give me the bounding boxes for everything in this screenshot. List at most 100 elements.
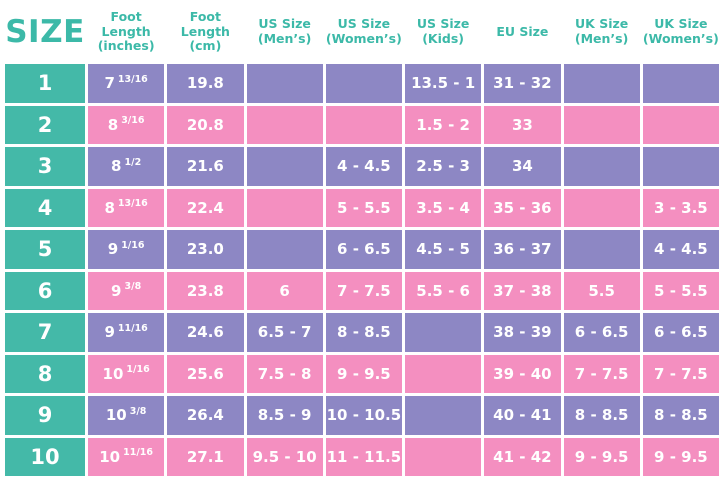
header-line: Foot Length: [180, 8, 230, 39]
us-size-kids-cell: 4.5 - 5: [405, 230, 482, 269]
column-header-eu-size: EU Size: [484, 24, 560, 40]
uk-size-womens-cell: 5 - 5.5: [642, 271, 719, 310]
us-size-womens-cell: 5 - 5.5: [325, 188, 402, 227]
us-size-kids-cell: [405, 354, 482, 393]
foot-length-inches-cell: 10 11/16: [88, 437, 165, 476]
inches-fraction: 1/16: [126, 364, 150, 376]
eu-size-cell: 39 - 40: [484, 354, 561, 393]
foot-length-cm-cell: 19.8: [167, 64, 244, 103]
header-line: (Women’s): [325, 31, 402, 46]
header-line: US Size: [258, 16, 311, 32]
column-header-us-size-kids: US Size (Kids): [405, 16, 481, 47]
foot-length-inches-cell: 7 13/16: [88, 64, 165, 103]
uk-size-womens-cell: 9 - 9.5: [642, 437, 719, 476]
us-size-womens-cell: 11 - 11.5: [325, 437, 402, 476]
foot-length-cm-cell: 22.4: [167, 188, 244, 227]
us-size-kids-cell: 2.5 - 3: [405, 147, 482, 186]
header-line: (cm): [189, 38, 222, 54]
uk-size-mens-cell: 6 - 6.5: [563, 313, 640, 352]
uk-size-mens-cell: [563, 64, 640, 103]
column-header-uk-size-womens: UK Size (Women’s): [642, 16, 719, 47]
table-row: 4 8 13/16 22.4 5 - 5.5 3.5 - 4 35 - 36 3 …: [5, 188, 719, 227]
table-row: 8 10 1/16 25.6 7.5 - 8 9 - 9.5 39 - 40 7 …: [5, 354, 719, 393]
header-line: Foot Length: [101, 8, 151, 39]
eu-size-cell: 41 - 42: [484, 437, 561, 476]
us-size-kids-cell: [405, 396, 482, 435]
size-cell: 5: [5, 230, 85, 269]
foot-length-inches-cell: 9 1/16: [88, 230, 165, 269]
us-size-womens-cell: 7 - 7.5: [325, 271, 402, 310]
inches-fraction: 11/16: [117, 322, 148, 334]
foot-length-cm-cell: 20.8: [167, 105, 244, 144]
header-line: (Women’s): [642, 31, 719, 46]
inches-whole: 8: [104, 198, 115, 217]
inches-fraction: 13/16: [117, 73, 148, 85]
inches-fraction: 11/16: [123, 447, 154, 459]
foot-length-inches-cell: 10 1/16: [88, 354, 165, 393]
foot-length-inches-cell: 8 3/16: [88, 105, 165, 144]
size-cell: 9: [5, 396, 85, 435]
uk-size-mens-cell: [563, 188, 640, 227]
us-size-kids-cell: [405, 437, 482, 476]
inches-fraction: 1/2: [124, 156, 142, 168]
inches-whole: 9: [104, 323, 115, 342]
table-row: 9 10 3/8 26.4 8.5 - 9 10 - 10.5 40 - 41 8…: [5, 396, 719, 435]
table-body: 1 7 13/16 19.8 13.5 - 1 31 - 32 2 8 3/16 2…: [5, 64, 719, 476]
foot-length-cm-cell: 27.1: [167, 437, 244, 476]
column-header-us-size-mens: US Size (Men’s): [247, 16, 323, 47]
foot-length-inches-cell: 9 11/16: [88, 313, 165, 352]
eu-size-cell: 34: [484, 147, 561, 186]
uk-size-mens-cell: 5.5: [563, 271, 640, 310]
foot-length-inches-cell: 9 3/8: [88, 271, 165, 310]
eu-size-cell: 33: [484, 105, 561, 144]
us-size-mens-cell: 8.5 - 9: [246, 396, 323, 435]
size-cell: 6: [5, 271, 85, 310]
uk-size-womens-cell: [642, 147, 719, 186]
foot-length-cm-cell: 21.6: [167, 147, 244, 186]
uk-size-womens-cell: 3 - 3.5: [642, 188, 719, 227]
table-row: 5 9 1/16 23.0 6 - 6.5 4.5 - 5 36 - 37 4 -…: [5, 230, 719, 269]
uk-size-mens-cell: [563, 147, 640, 186]
inches-fraction: 13/16: [117, 198, 148, 210]
foot-length-cm-cell: 24.6: [167, 313, 244, 352]
uk-size-womens-cell: [642, 105, 719, 144]
us-size-womens-cell: 6 - 6.5: [325, 230, 402, 269]
column-header-uk-size-mens: UK Size (Men’s): [564, 16, 640, 47]
table-row: 1 7 13/16 19.8 13.5 - 1 31 - 32: [5, 64, 719, 103]
uk-size-womens-cell: 8 - 8.5: [642, 396, 719, 435]
eu-size-cell: 35 - 36: [484, 188, 561, 227]
us-size-womens-cell: 4 - 4.5: [325, 147, 402, 186]
us-size-kids-cell: [405, 313, 482, 352]
us-size-kids-cell: 1.5 - 2: [405, 105, 482, 144]
table-row: 7 9 11/16 24.6 6.5 - 7 8 - 8.5 38 - 39 6 …: [5, 313, 719, 352]
inches-fraction: 3/8: [129, 405, 147, 417]
us-size-mens-cell: 9.5 - 10: [246, 437, 323, 476]
uk-size-mens-cell: [563, 105, 640, 144]
uk-size-mens-cell: 8 - 8.5: [563, 396, 640, 435]
header-line: UK Size: [575, 16, 629, 32]
header-line: UK Size: [654, 16, 708, 32]
column-header-foot-length-inches: Foot Length (inches): [88, 8, 164, 54]
foot-length-inches-cell: 8 1/2: [88, 147, 165, 186]
header-line: US Size: [416, 16, 470, 32]
inches-whole: 8: [107, 115, 119, 134]
us-size-womens-cell: [325, 105, 402, 144]
us-size-womens-cell: 9 - 9.5: [325, 354, 402, 393]
eu-size-cell: 31 - 32: [484, 64, 561, 103]
size-cell: 3: [5, 147, 85, 186]
us-size-mens-cell: 7.5 - 8: [246, 354, 323, 393]
header-line: (Kids): [422, 31, 465, 46]
inches-whole: 9: [107, 240, 119, 259]
eu-size-cell: 38 - 39: [484, 313, 561, 352]
inches-whole: 9: [111, 281, 122, 300]
us-size-womens-cell: 8 - 8.5: [325, 313, 402, 352]
size-cell: 2: [5, 105, 85, 144]
us-size-kids-cell: 5.5 - 6: [405, 271, 482, 310]
foot-length-inches-cell: 8 13/16: [88, 188, 165, 227]
uk-size-mens-cell: 9 - 9.5: [563, 437, 640, 476]
foot-length-cm-cell: 25.6: [167, 354, 244, 393]
table-header: SIZE Foot Length (inches) Foot Length (c…: [5, 0, 719, 64]
eu-size-cell: 36 - 37: [484, 230, 561, 269]
uk-size-womens-cell: 4 - 4.5: [642, 230, 719, 269]
